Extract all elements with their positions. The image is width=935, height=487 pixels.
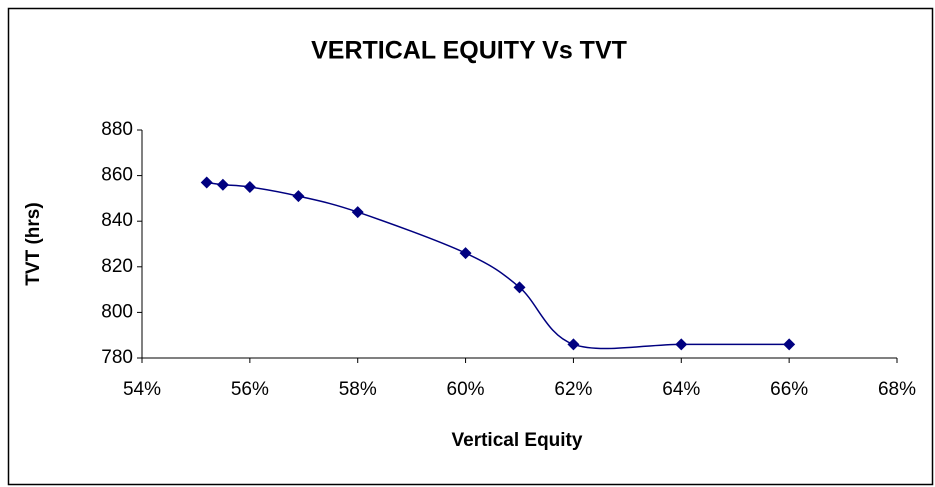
x-tick-label: 66% [770, 379, 808, 400]
x-tick-label: 58% [339, 379, 377, 400]
y-axis-title: TVT (hrs) [23, 202, 44, 285]
x-tick-label: 56% [231, 379, 269, 400]
y-tick-label: 840 [101, 210, 133, 231]
data-point [675, 338, 688, 351]
data-point [292, 190, 305, 203]
series-line [206, 181, 790, 350]
data-point [243, 181, 256, 193]
y-tick-label: 820 [101, 256, 133, 277]
x-tick-label: 62% [554, 379, 592, 400]
y-tick-label: 860 [101, 165, 133, 186]
data-point [216, 178, 229, 191]
y-tick-label: 800 [101, 301, 133, 322]
data-point [783, 338, 796, 351]
data-point [200, 176, 213, 189]
y-tick-label: 880 [101, 119, 133, 140]
x-tick-label: 60% [447, 379, 485, 400]
x-tick-label: 64% [662, 379, 700, 400]
x-tick-label: 54% [123, 379, 161, 400]
data-point [567, 338, 580, 351]
data-point [351, 206, 364, 219]
x-axis-title: Vertical Equity [452, 430, 583, 451]
chart-frame [7, 7, 934, 486]
chart-title: VERTICAL EQUITY Vs TVT [311, 37, 627, 65]
data-point [513, 281, 526, 294]
data-point [459, 247, 472, 260]
y-tick-label: 780 [101, 347, 133, 368]
x-tick-label: 68% [878, 379, 916, 400]
